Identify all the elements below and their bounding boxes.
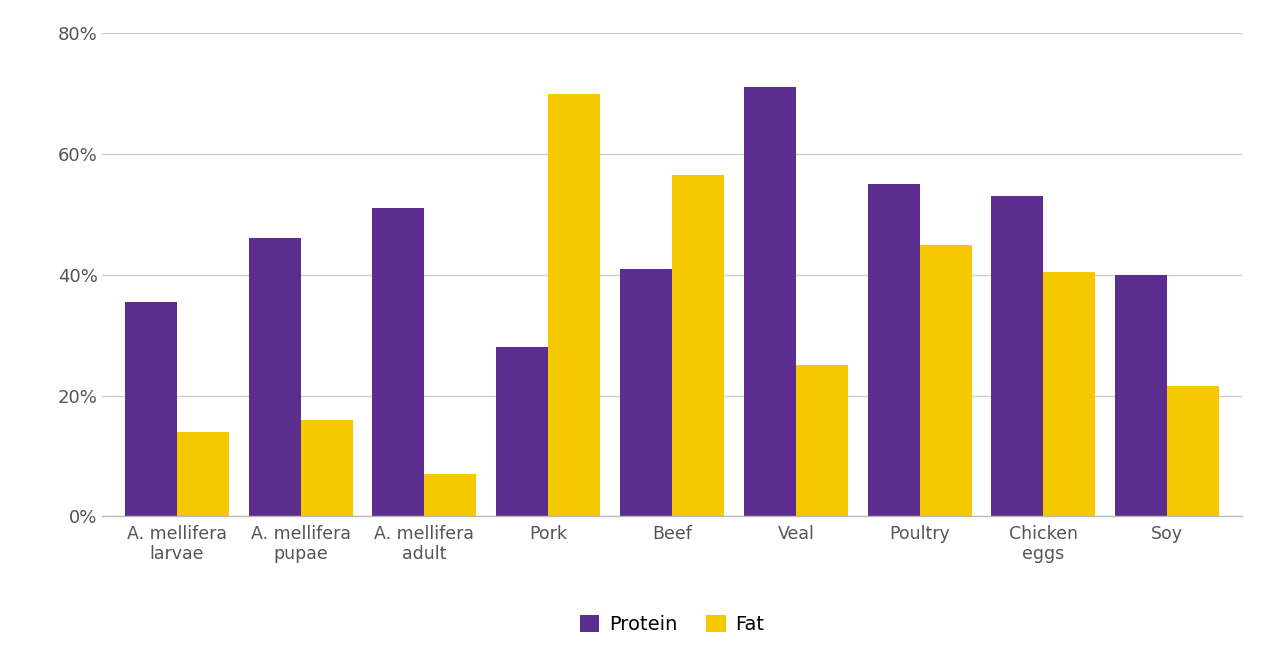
Legend: Protein, Fat: Protein, Fat — [572, 607, 772, 642]
Bar — [796, 365, 847, 516]
Bar — [992, 196, 1043, 516]
Bar — [497, 348, 548, 516]
Bar — [868, 184, 919, 516]
Bar — [124, 302, 177, 516]
Bar — [548, 93, 600, 516]
Bar — [1043, 271, 1096, 516]
Bar — [672, 175, 724, 516]
Bar — [372, 209, 425, 516]
Bar — [301, 420, 352, 516]
Bar — [620, 269, 672, 516]
Bar — [744, 87, 796, 516]
Bar — [425, 474, 476, 516]
Bar — [1115, 275, 1167, 516]
Bar — [919, 244, 972, 516]
Bar — [1167, 387, 1220, 516]
Bar — [248, 238, 301, 516]
Bar — [177, 432, 229, 516]
